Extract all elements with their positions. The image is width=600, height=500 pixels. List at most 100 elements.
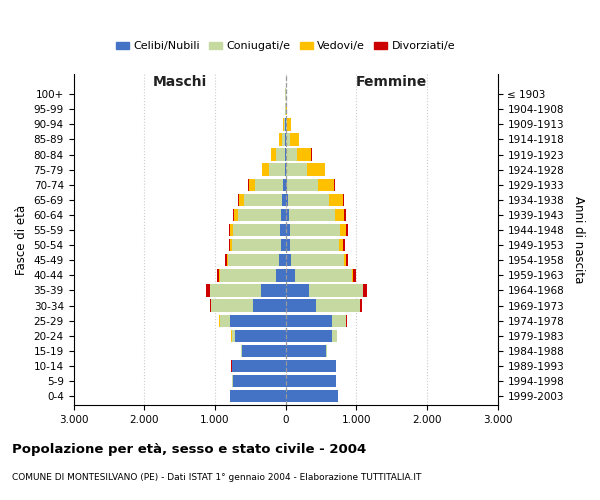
Bar xyxy=(286,134,290,145)
Bar xyxy=(286,254,291,266)
Bar xyxy=(286,254,346,266)
Bar xyxy=(262,164,286,176)
Bar xyxy=(286,375,336,388)
Bar xyxy=(230,224,286,236)
Bar xyxy=(286,118,291,130)
Bar xyxy=(248,178,286,191)
Bar xyxy=(286,209,289,221)
Bar xyxy=(230,390,286,402)
Bar xyxy=(286,375,336,388)
Bar xyxy=(230,390,286,402)
Bar xyxy=(286,344,327,357)
Text: Popolazione per età, sesso e stato civile - 2004: Popolazione per età, sesso e stato civil… xyxy=(12,442,366,456)
Bar xyxy=(281,209,286,221)
Bar xyxy=(286,224,290,236)
Bar xyxy=(286,239,343,252)
Bar xyxy=(283,178,286,191)
Bar xyxy=(234,209,286,221)
Bar xyxy=(285,103,286,116)
Bar xyxy=(220,314,286,327)
Bar xyxy=(278,134,286,145)
Legend: Celibi/Nubili, Coniugati/e, Vedovi/e, Divorziati/e: Celibi/Nubili, Coniugati/e, Vedovi/e, Di… xyxy=(111,37,460,56)
Bar xyxy=(286,118,291,130)
Bar xyxy=(286,284,362,296)
Bar xyxy=(220,269,286,281)
Bar xyxy=(286,269,352,281)
Bar xyxy=(286,330,337,342)
Bar xyxy=(286,148,311,160)
Bar xyxy=(286,209,346,221)
Bar xyxy=(286,148,311,160)
Bar xyxy=(286,239,290,252)
Bar xyxy=(286,314,332,327)
Bar xyxy=(286,375,336,388)
Bar xyxy=(286,239,345,252)
Bar xyxy=(244,194,286,206)
Bar xyxy=(286,194,343,206)
Bar xyxy=(286,269,353,281)
Bar xyxy=(286,314,347,327)
Bar xyxy=(238,194,286,206)
Bar xyxy=(283,118,286,130)
Bar xyxy=(232,239,286,252)
Bar xyxy=(232,360,286,372)
Bar xyxy=(286,360,336,372)
Bar xyxy=(286,103,287,116)
Bar xyxy=(286,300,316,312)
Bar xyxy=(286,134,299,145)
Bar xyxy=(286,224,346,236)
Bar xyxy=(232,360,286,372)
Bar xyxy=(286,239,340,252)
Bar xyxy=(218,314,286,327)
Bar xyxy=(286,284,367,296)
Bar xyxy=(239,194,286,206)
Bar xyxy=(286,360,336,372)
Bar xyxy=(206,284,286,296)
Bar xyxy=(238,209,286,221)
Bar xyxy=(286,314,346,327)
Bar xyxy=(286,314,346,327)
Bar xyxy=(286,375,336,388)
Bar xyxy=(286,254,344,266)
Bar xyxy=(261,284,286,296)
Bar xyxy=(276,148,286,160)
Bar xyxy=(230,390,286,402)
Bar xyxy=(286,224,348,236)
Bar xyxy=(211,300,286,312)
Bar xyxy=(220,269,286,281)
Bar xyxy=(286,269,356,281)
Bar xyxy=(286,344,326,357)
Bar xyxy=(233,375,286,388)
Bar xyxy=(271,148,286,160)
Bar xyxy=(229,239,286,252)
Bar xyxy=(220,314,286,327)
Bar xyxy=(286,103,287,116)
Bar xyxy=(209,300,286,312)
Bar xyxy=(286,178,287,191)
Bar xyxy=(286,194,329,206)
Bar xyxy=(286,209,344,221)
Bar xyxy=(286,118,287,130)
Bar xyxy=(282,194,286,206)
Bar xyxy=(286,284,363,296)
Bar xyxy=(235,330,286,342)
Bar xyxy=(285,103,286,116)
Bar xyxy=(230,314,286,327)
Bar xyxy=(286,164,325,176)
Bar xyxy=(286,390,338,402)
Bar xyxy=(232,330,286,342)
Bar xyxy=(227,254,286,266)
Bar xyxy=(233,209,286,221)
Bar xyxy=(286,390,338,402)
Bar xyxy=(286,330,337,342)
Bar xyxy=(209,284,286,296)
Text: Femmine: Femmine xyxy=(356,75,427,89)
Bar xyxy=(283,118,286,130)
Bar xyxy=(225,254,286,266)
Bar xyxy=(255,178,286,191)
Bar xyxy=(277,269,286,281)
Bar xyxy=(232,360,286,372)
Bar xyxy=(233,224,286,236)
Bar xyxy=(286,254,348,266)
Bar xyxy=(227,254,286,266)
